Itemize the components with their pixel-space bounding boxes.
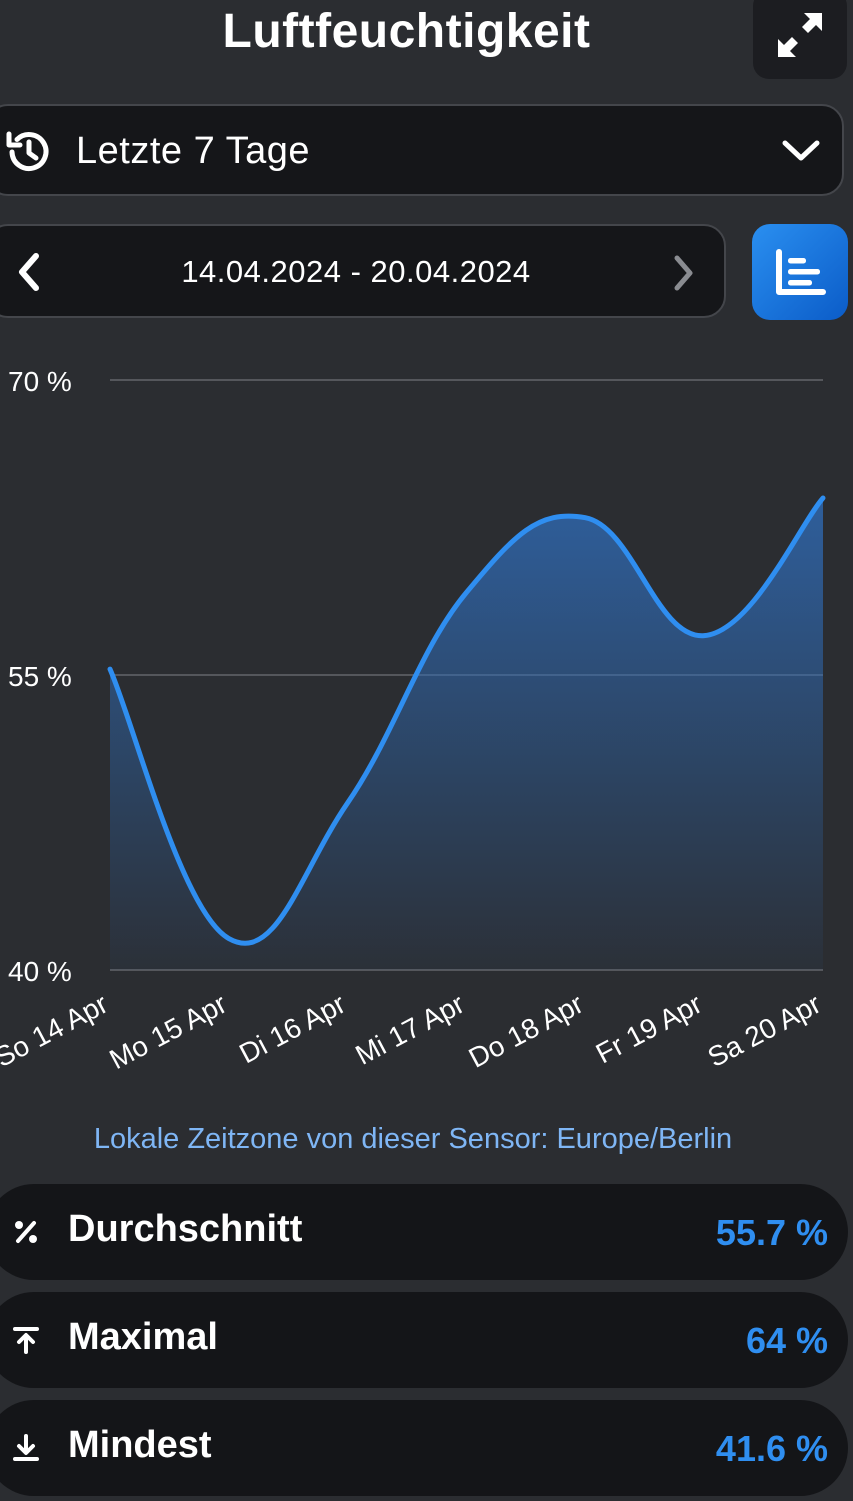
- stat-average: Durchschnitt 55.7 %: [0, 1184, 848, 1280]
- series-area: [110, 498, 823, 970]
- expand-icon: [778, 12, 822, 57]
- page-title: Luftfeuchtigkeit: [222, 5, 591, 58]
- arrow-down-to-line-icon: [13, 1434, 39, 1461]
- x-tick-label: Fr 19 Apr: [591, 988, 707, 1069]
- stat-minimum-label: Mindest: [68, 1424, 212, 1466]
- x-tick-label: Sa 20 Apr: [703, 988, 826, 1073]
- stat-average-value: 55.7 %: [715, 1212, 828, 1253]
- chevron-right-icon[interactable]: [669, 254, 699, 292]
- timezone-note: Lokale Zeitzone von dieser Sensor: Europ…: [93, 1123, 733, 1155]
- chevron-down-icon: [782, 140, 820, 161]
- x-tick-label: Mo 15 Apr: [104, 988, 231, 1075]
- stat-average-label: Durchschnitt: [68, 1208, 303, 1250]
- stat-minimum-value: 41.6 %: [715, 1428, 828, 1469]
- stat-minimum: Mindest 41.6 %: [0, 1400, 848, 1496]
- time-range-label: Letzte 7 Tage: [76, 130, 310, 172]
- y-tick-label: 40 %: [8, 956, 72, 987]
- x-tick-label: So 14 Apr: [0, 988, 113, 1073]
- bar-chart-icon: [776, 249, 826, 295]
- stat-maximum: Maximal 64 %: [0, 1292, 848, 1388]
- chevron-left-icon[interactable]: [14, 252, 44, 292]
- arrow-up-to-line-icon: [13, 1327, 39, 1354]
- x-tick-label: Do 18 Apr: [464, 988, 589, 1074]
- date-range-label: 14.04.2024 - 20.04.2024: [181, 254, 531, 289]
- x-tick-label: Mi 17 Apr: [350, 988, 469, 1071]
- percent-icon: [15, 1221, 37, 1243]
- stat-maximum-label: Maximal: [68, 1316, 218, 1358]
- time-range-select[interactable]: Letzte 7 Tage: [0, 104, 844, 196]
- y-tick-label: 70 %: [8, 366, 72, 397]
- chart-view-button[interactable]: [752, 224, 848, 320]
- x-tick-label: Di 16 Apr: [234, 988, 350, 1069]
- y-tick-label: 55 %: [8, 661, 72, 692]
- date-navigator: 14.04.2024 - 20.04.2024: [0, 224, 726, 318]
- stat-maximum-value: 64 %: [745, 1320, 828, 1361]
- expand-button[interactable]: [753, 0, 847, 79]
- history-icon: [6, 131, 49, 172]
